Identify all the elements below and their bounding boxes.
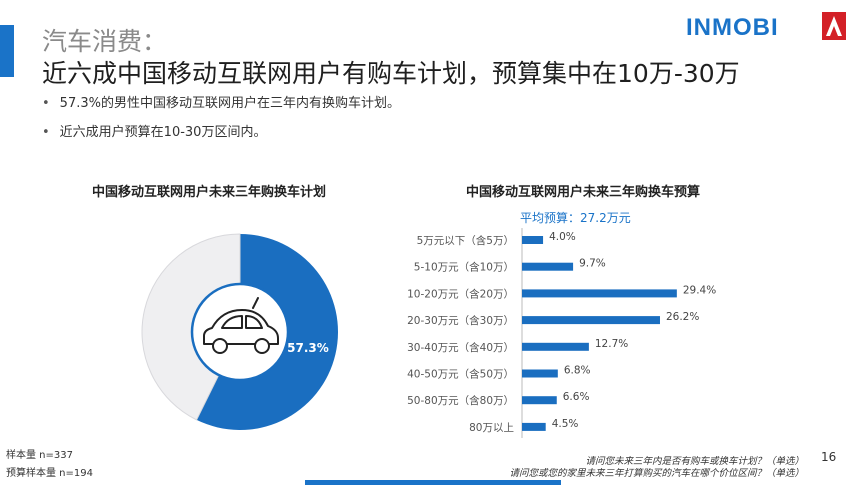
inmobi-logo: INMOBI <box>686 12 846 44</box>
bar-category-label: 50-80万元（含80万） <box>407 394 514 407</box>
title-accent-bar <box>0 25 14 77</box>
average-budget-label: 平均预算：27.2万元 <box>520 211 631 225</box>
bar <box>522 289 677 298</box>
sample-size-label: 样本量 n=337 <box>6 450 73 461</box>
bar-value-label: 6.6% <box>563 391 590 403</box>
pie-chart: 57.3% <box>141 233 338 430</box>
bar <box>522 396 557 405</box>
page-title-line1: 汽车消费： <box>42 27 168 56</box>
bar-chart: 5万元以下（含5万） 4.0% 5-10万元（含10万） 9.7% 10-20万元（含2… <box>407 228 716 438</box>
bar <box>522 316 660 325</box>
bar-value-label: 4.5% <box>552 418 579 430</box>
bar-category-label: 5万元以下（含5万） <box>417 234 514 247</box>
logo-text: INMOBI <box>686 14 779 41</box>
pie-slice-label: 57.3% <box>287 341 329 355</box>
bullet-item: 57.3%的男性中国移动互联网用户在三年内有换购车计划。 <box>42 92 400 111</box>
page-number: 16 <box>821 450 837 464</box>
bar-category-label: 40-50万元（含50万） <box>407 368 514 381</box>
bar <box>522 236 544 244</box>
pie-chart-title: 中国移动互联网用户未来三年购换车计划 <box>92 185 327 200</box>
bar-value-label: 29.4% <box>683 284 716 296</box>
bar-value-label: 4.0% <box>549 231 576 243</box>
bar-value-label: 9.7% <box>579 258 606 270</box>
bar-category-label: 20-30万元（含30万） <box>407 314 514 327</box>
bar-category-label: 10-20万元（含20万） <box>407 287 514 300</box>
car-icon <box>203 297 279 354</box>
bottom-accent-bar <box>305 480 561 485</box>
bullet-item: 近六成用户预算在10-30万区间内。 <box>42 121 400 140</box>
bar-category-label: 5-10万元（含10万） <box>414 261 514 274</box>
bar-value-label: 6.8% <box>564 365 591 377</box>
question-note-2: 请问您或您的家里未来三年打算购买的汽车在哪个价位区间？（单选） <box>509 468 804 479</box>
bar-category-label: 80万以上 <box>469 422 514 434</box>
question-note-1: 请问您未来三年内是否有购车或换车计划？（单选） <box>585 456 804 467</box>
bar-chart-title: 中国移动互联网用户未来三年购换车预算 <box>466 185 701 200</box>
bar <box>522 342 589 351</box>
bar <box>522 422 546 431</box>
bar <box>522 262 574 271</box>
page-title-line2: 近六成中国移动互联网用户有购车计划，预算集中在10万-30万 <box>42 59 740 88</box>
budget-sample-size-label: 预算样本量 n=194 <box>6 468 93 479</box>
bullet-list: 57.3%的男性中国移动互联网用户在三年内有换购车计划。 近六成用户预算在10-… <box>42 92 400 150</box>
bar-value-label: 26.2% <box>666 311 699 323</box>
bar-value-label: 12.7% <box>595 338 628 350</box>
bar <box>522 369 558 378</box>
bar-category-label: 30-40万元（含40万） <box>407 341 514 354</box>
logo-mark-icon <box>822 12 846 40</box>
